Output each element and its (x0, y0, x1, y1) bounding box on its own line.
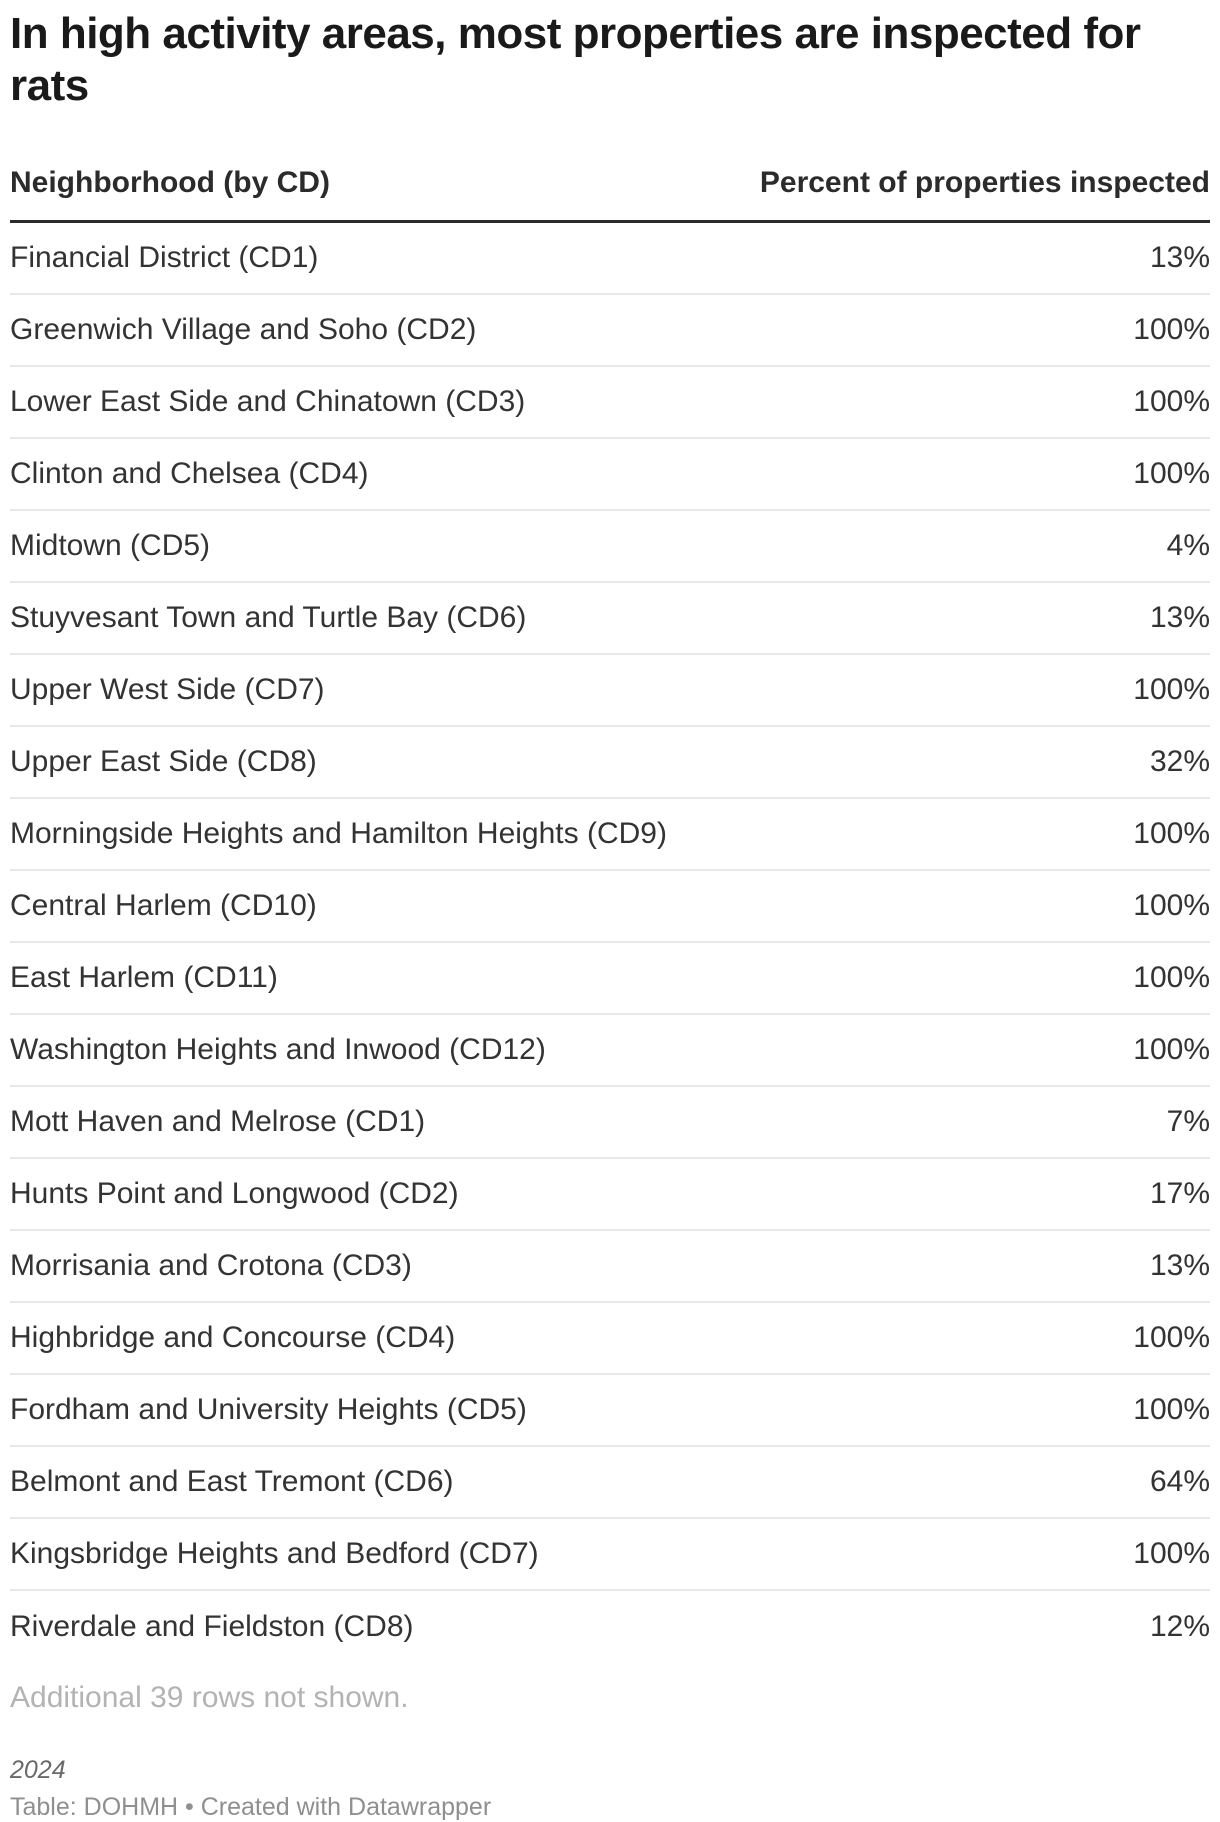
additional-rows-note: Additional 39 rows not shown. (10, 1681, 409, 1714)
table-row: Greenwich Village and Soho (CD2) 100% (10, 295, 1210, 367)
table-attribution: Table: DOHMH • Created with Datawrapper (10, 1793, 492, 1821)
neighborhood-cell: Mott Haven and Melrose (CD1) (10, 1105, 426, 1138)
neighborhood-cell: Stuyvesant Town and Turtle Bay (CD6) (10, 601, 527, 634)
percent-inspected-cell: 4% (1166, 529, 1210, 562)
datawrapper-table-page: In high activity areas, most properties … (0, 8, 1220, 1822)
table-row: Midtown (CD5) 4% (10, 511, 1210, 583)
percent-inspected-cell: 13% (1149, 1249, 1210, 1282)
neighborhood-cell: Upper East Side (CD8) (10, 745, 317, 778)
neighborhood-cell: East Harlem (CD11) (10, 961, 278, 994)
percent-inspected-cell: 100% (1133, 1033, 1210, 1066)
percent-inspected-cell: 100% (1133, 313, 1210, 346)
source-year: 2024 (10, 1756, 66, 1784)
percent-inspected-cell: 100% (1133, 1321, 1210, 1354)
table-row: Upper West Side (CD7) 100% (10, 655, 1210, 727)
page-title: In high activity areas, most properties … (10, 9, 1141, 110)
neighborhood-cell: Fordham and University Heights (CD5) (10, 1393, 527, 1426)
neighborhood-cell: Washington Heights and Inwood (CD12) (10, 1033, 546, 1066)
neighborhood-cell: Hunts Point and Longwood (CD2) (10, 1177, 459, 1210)
percent-inspected-cell: 13% (1149, 601, 1210, 634)
neighborhood-cell: Lower East Side and Chinatown (CD3) (10, 385, 526, 418)
table-row: Upper East Side (CD8) 32% (10, 727, 1210, 799)
neighborhood-cell: Central Harlem (CD10) (10, 889, 317, 922)
neighborhood-cell: Upper West Side (CD7) (10, 673, 325, 706)
percent-inspected-cell: 100% (1133, 385, 1210, 418)
percent-inspected-cell: 13% (1149, 241, 1210, 274)
percent-inspected-cell: 17% (1149, 1177, 1210, 1210)
percent-inspected-cell: 7% (1166, 1105, 1210, 1138)
table-row: Highbridge and Concourse (CD4) 100% (10, 1303, 1210, 1375)
percent-inspected-cell: 100% (1133, 817, 1210, 850)
table-row: Hunts Point and Longwood (CD2) 17% (10, 1159, 1210, 1231)
percent-inspected-cell: 100% (1133, 889, 1210, 922)
table-row: Riverdale and Fieldston (CD8) 12% (10, 1591, 1210, 1663)
table-row: Financial District (CD1) 13% (10, 223, 1210, 295)
table-row: Central Harlem (CD10) 100% (10, 871, 1210, 943)
table-row: Washington Heights and Inwood (CD12) 100% (10, 1015, 1210, 1087)
percent-inspected-cell: 100% (1133, 673, 1210, 706)
table-row: Lower East Side and Chinatown (CD3) 100% (10, 367, 1210, 439)
neighborhood-cell: Belmont and East Tremont (CD6) (10, 1465, 454, 1498)
percent-inspected-cell: 32% (1149, 745, 1210, 778)
table-row: East Harlem (CD11) 100% (10, 943, 1210, 1015)
table-row: Stuyvesant Town and Turtle Bay (CD6) 13% (10, 583, 1210, 655)
table-row: Mott Haven and Melrose (CD1) 7% (10, 1087, 1210, 1159)
table-row: Morrisania and Crotona (CD3) 13% (10, 1231, 1210, 1303)
table-row: Belmont and East Tremont (CD6) 64% (10, 1447, 1210, 1519)
column-header-percent-inspected: Percent of properties inspected (759, 166, 1210, 199)
neighborhood-cell: Financial District (CD1) (10, 241, 319, 274)
percent-inspected-cell: 100% (1133, 457, 1210, 490)
table-row: Kingsbridge Heights and Bedford (CD7) 100… (10, 1519, 1210, 1591)
table-row: Morningside Heights and Hamilton Heights… (10, 799, 1210, 871)
neighborhood-cell: Morrisania and Crotona (CD3) (10, 1249, 412, 1282)
table-body: Financial District (CD1) 13% Greenwich Vil… (10, 223, 1210, 1663)
table-row: Fordham and University Heights (CD5) 100% (10, 1375, 1210, 1447)
neighborhood-cell: Clinton and Chelsea (CD4) (10, 457, 369, 490)
neighborhood-cell: Kingsbridge Heights and Bedford (CD7) (10, 1537, 539, 1570)
neighborhood-cell: Riverdale and Fieldston (CD8) (10, 1610, 414, 1643)
neighborhood-cell: Midtown (CD5) (10, 529, 211, 562)
neighborhood-cell: Greenwich Village and Soho (CD2) (10, 313, 477, 346)
percent-inspected-cell: 64% (1149, 1465, 1210, 1498)
table-header-row: Neighborhood (by CD) Percent of properti… (10, 168, 1210, 223)
neighborhood-cell: Morningside Heights and Hamilton Heights… (10, 817, 667, 850)
percent-inspected-cell: 12% (1149, 1610, 1210, 1643)
table-row: Clinton and Chelsea (CD4) 100% (10, 439, 1210, 511)
column-header-neighborhood: Neighborhood (by CD) (10, 166, 330, 199)
percent-inspected-cell: 100% (1133, 961, 1210, 994)
percent-inspected-cell: 100% (1133, 1393, 1210, 1426)
neighborhood-cell: Highbridge and Concourse (CD4) (10, 1321, 456, 1354)
percent-inspected-cell: 100% (1133, 1537, 1210, 1570)
